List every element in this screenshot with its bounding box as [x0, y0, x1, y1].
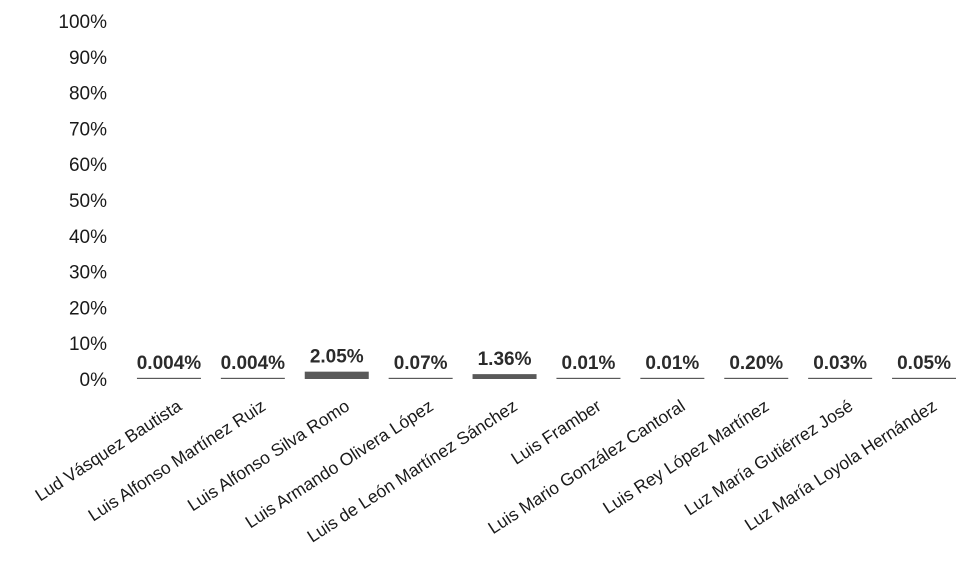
- data-label: 1.36%: [478, 349, 532, 370]
- data-label: 0.01%: [645, 353, 699, 374]
- bar: [136, 377, 201, 379]
- bar: [472, 374, 537, 379]
- data-label: 0.004%: [137, 353, 202, 374]
- data-label: 0.05%: [897, 353, 951, 374]
- y-tick-label: 70%: [69, 119, 107, 140]
- bar: [808, 377, 873, 379]
- y-tick-label: 90%: [69, 48, 107, 69]
- y-tick-label: 100%: [58, 12, 107, 33]
- y-tick-label: 30%: [69, 263, 107, 284]
- bar: [892, 377, 956, 379]
- y-tick-label: 40%: [69, 227, 107, 248]
- y-tick-label: 50%: [69, 191, 107, 212]
- data-label: 0.07%: [394, 353, 448, 374]
- y-tick-label: 60%: [69, 155, 107, 176]
- bar: [388, 377, 453, 379]
- bar: [640, 377, 705, 379]
- y-tick-label: 20%: [69, 298, 107, 319]
- data-label: 2.05%: [310, 347, 364, 368]
- data-label: 0.004%: [221, 353, 286, 374]
- x-tick-label: Lud Vásquez Bautista: [31, 395, 185, 505]
- data-labels: 0.004% 0.004% 2.05% 0.07% 1.36% 0.01% 0.01% 0.2…: [137, 347, 951, 374]
- data-label: 0.01%: [562, 353, 616, 374]
- data-label: 0.03%: [813, 353, 867, 374]
- bar: [304, 371, 369, 379]
- bar: [556, 377, 621, 379]
- bar-series: [136, 371, 956, 379]
- y-axis: 0% 10% 20% 30% 40% 50% 60% 70% 80% 90% 100%: [58, 12, 107, 391]
- bar: [220, 377, 285, 379]
- y-tick-label: 10%: [69, 334, 107, 355]
- y-tick-label: 80%: [69, 84, 107, 105]
- bar: [724, 377, 789, 379]
- y-tick-label: 0%: [80, 370, 108, 391]
- data-label: 0.20%: [729, 353, 783, 374]
